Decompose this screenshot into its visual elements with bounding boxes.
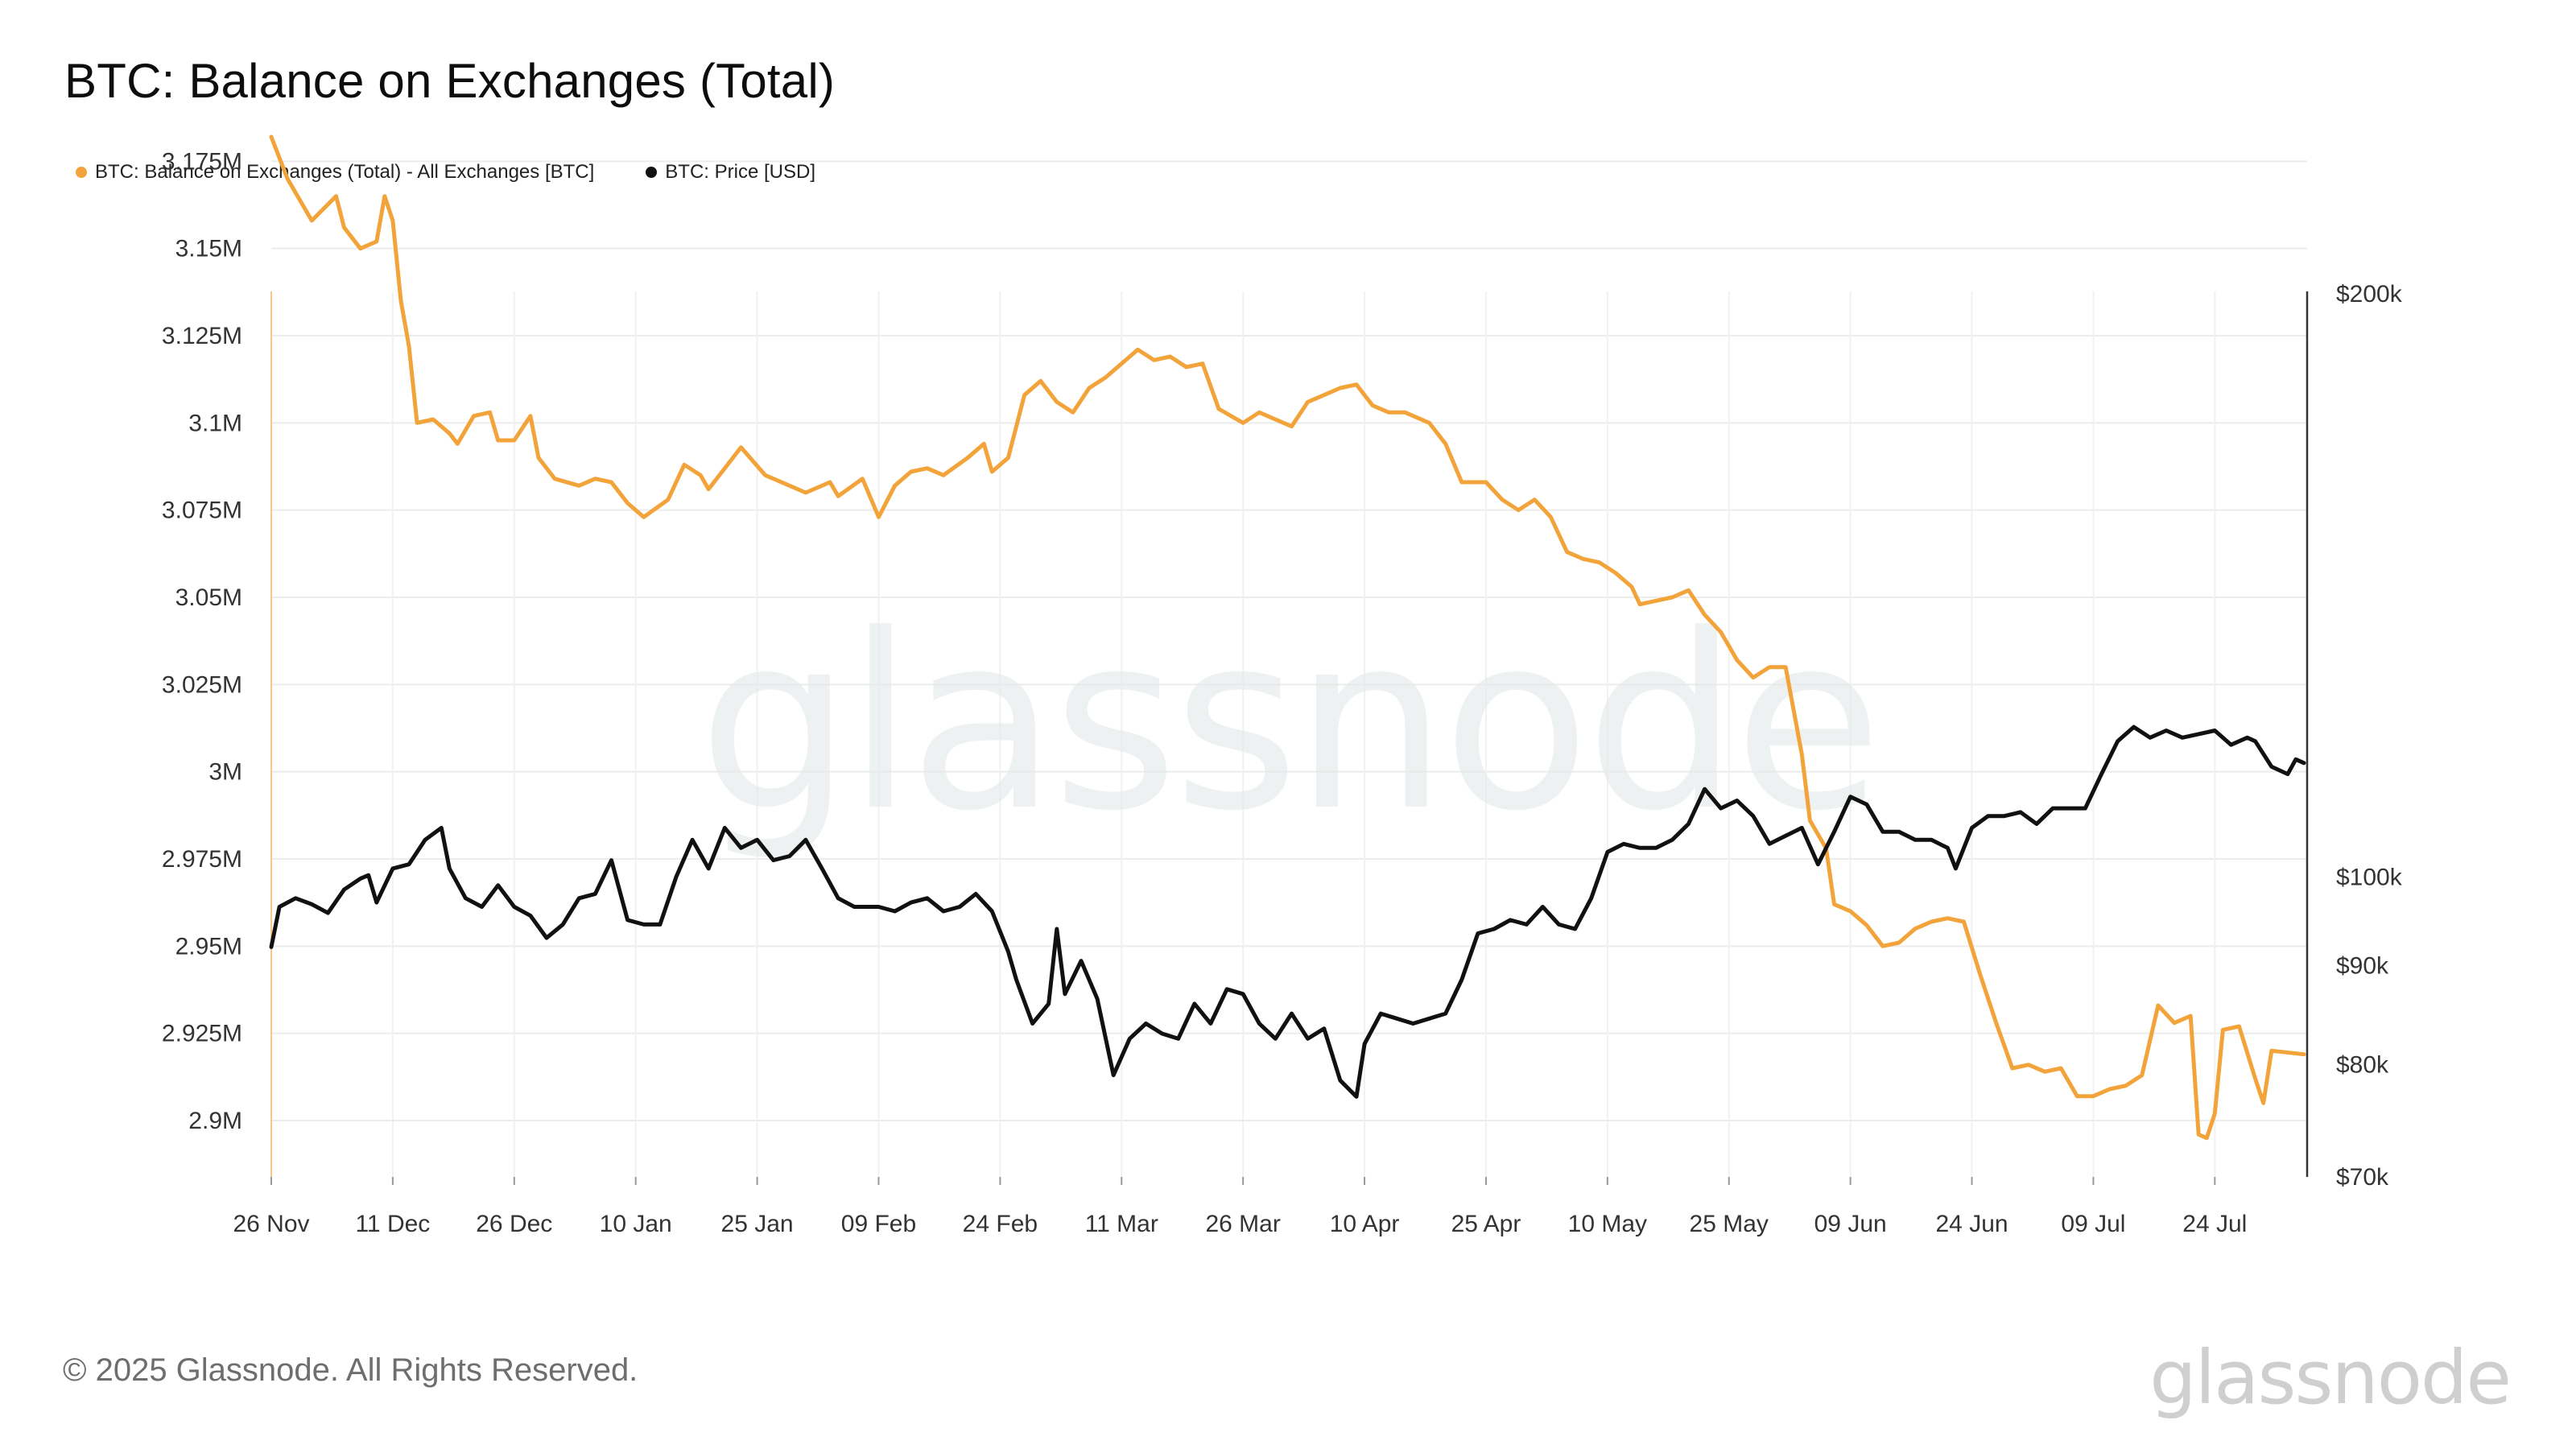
x-tick-label: 10 Jan [600,1211,672,1237]
left-tick-label: 2.95M [175,933,242,960]
watermark-text: glassnode [699,583,1878,864]
x-tick-label: 24 Jul [2182,1211,2247,1237]
left-tick-label: 3.15M [175,236,242,262]
x-axis-ticks: 26 Nov 11 Dec 26 Dec 10 Jan 25 Jan 09 Feb 24 F… [233,1211,2247,1237]
legend-item-price[interactable]: BTC: Price [USD] [646,161,815,184]
right-tick-label: $200k [2336,281,2403,308]
legend-label-price: BTC: Price [USD] [665,161,815,183]
left-tick-label: 3.125M [162,323,242,349]
x-tick-label: 26 Dec [476,1211,552,1237]
x-tick-label: 25 May [1690,1211,1769,1237]
x-tick-label: 11 Mar [1085,1211,1158,1237]
legend: BTC: Balance on Exchanges (Total) - All … [76,161,815,184]
left-tick-label: 2.975M [162,846,242,873]
brand-logo: glassnode [2149,1335,2512,1421]
x-tick-label: 09 Jul [2061,1211,2125,1237]
x-tick-label: 09 Jun [1814,1211,1887,1237]
x-tick-label: 26 Mar [1205,1211,1280,1237]
x-tick-label: 10 Apr [1330,1211,1400,1237]
legend-marker-price [646,167,658,178]
left-tick-label: 3.05M [175,584,242,611]
right-axis-ticks: $200k $100k $90k $80k $70k [2336,281,2403,1191]
left-tick-label: 3.075M [162,497,242,524]
x-tick-label: 24 Feb [963,1211,1038,1237]
x-tick-label: 24 Jun [1936,1211,2008,1237]
right-tick-label: $100k [2336,864,2403,890]
legend-label-balance: BTC: Balance on Exchanges (Total) - All … [95,161,595,183]
right-tick-label: $90k [2336,952,2389,979]
left-tick-label: 3.025M [162,671,242,698]
right-tick-label: $80k [2336,1051,2389,1078]
copyright-text: © 2025 Glassnode. All Rights Reserved. [63,1352,638,1388]
left-tick-label: 2.9M [188,1108,242,1134]
axes [270,291,2309,1185]
left-tick-label: 3.175M [162,148,242,175]
x-tick-label: 26 Nov [233,1211,309,1237]
x-tick-label: 25 Jan [721,1211,794,1237]
x-tick-label: 25 Apr [1451,1211,1521,1237]
series-line-balance [269,134,2306,1141]
series-line-price [269,724,2306,1099]
left-tick-label: 3.1M [188,410,242,436]
legend-item-balance[interactable]: BTC: Balance on Exchanges (Total) - All … [76,161,594,184]
left-axis-ticks: 3.175M 3.15M 3.125M 3.1M 3.075M 3.05M 3.025M 3M… [162,148,242,1134]
x-tick-label: 11 Dec [355,1211,430,1237]
chart-title: BTC: Balance on Exchanges (Total) [64,54,836,108]
left-tick-label: 2.925M [162,1021,242,1047]
series-lines [269,134,2306,1141]
left-tick-label: 3M [208,759,242,786]
x-tick-label: 09 Feb [841,1211,916,1237]
legend-marker-balance [76,167,87,178]
x-tick-label: 10 May [1568,1211,1647,1237]
right-tick-label: $70k [2336,1164,2389,1191]
